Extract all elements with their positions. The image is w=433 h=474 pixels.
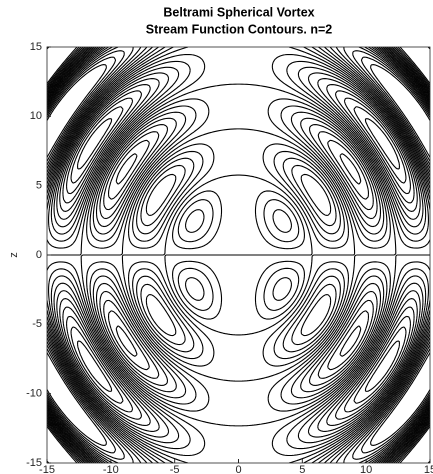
contour-line [47,47,430,463]
x-tick-label: 10 [360,464,372,474]
contour-line [47,47,430,454]
y-axis-label: z [8,252,20,258]
y-tick-label: 10 [30,110,42,122]
chart-title: Beltrami Spherical Vortex [163,5,314,19]
contour-line [47,50,430,463]
contour-line [47,47,430,463]
chart-subtitle: Stream Function Contours. n=2 [146,22,333,36]
contour-line [47,47,430,463]
contour-line [47,47,430,463]
x-tick-label: -15 [39,464,55,474]
contour-line [47,47,430,463]
contour-line [47,47,430,463]
y-tick-label: 5 [36,180,42,192]
contour-line [47,47,430,463]
y-tick-label: 15 [30,41,42,53]
contour-line [47,47,430,463]
contour-line [47,47,430,463]
contour-line [47,47,430,463]
y-tick-label: -15 [26,457,42,469]
y-tick-label: -10 [26,388,42,400]
x-tick-label: 0 [235,464,241,474]
contour-line [47,47,430,463]
contour-line [47,47,430,446]
y-tick-label: 0 [36,249,42,261]
x-tick-label: 15 [424,464,433,474]
x-tick-label: -5 [170,464,180,474]
contour-line [47,64,430,463]
y-tick-label: -5 [32,318,42,330]
contour-line [47,47,430,460]
x-tick-label: 5 [299,464,305,474]
x-tick-label: -10 [103,464,119,474]
contour-line [47,47,430,463]
contour-line [47,47,430,463]
